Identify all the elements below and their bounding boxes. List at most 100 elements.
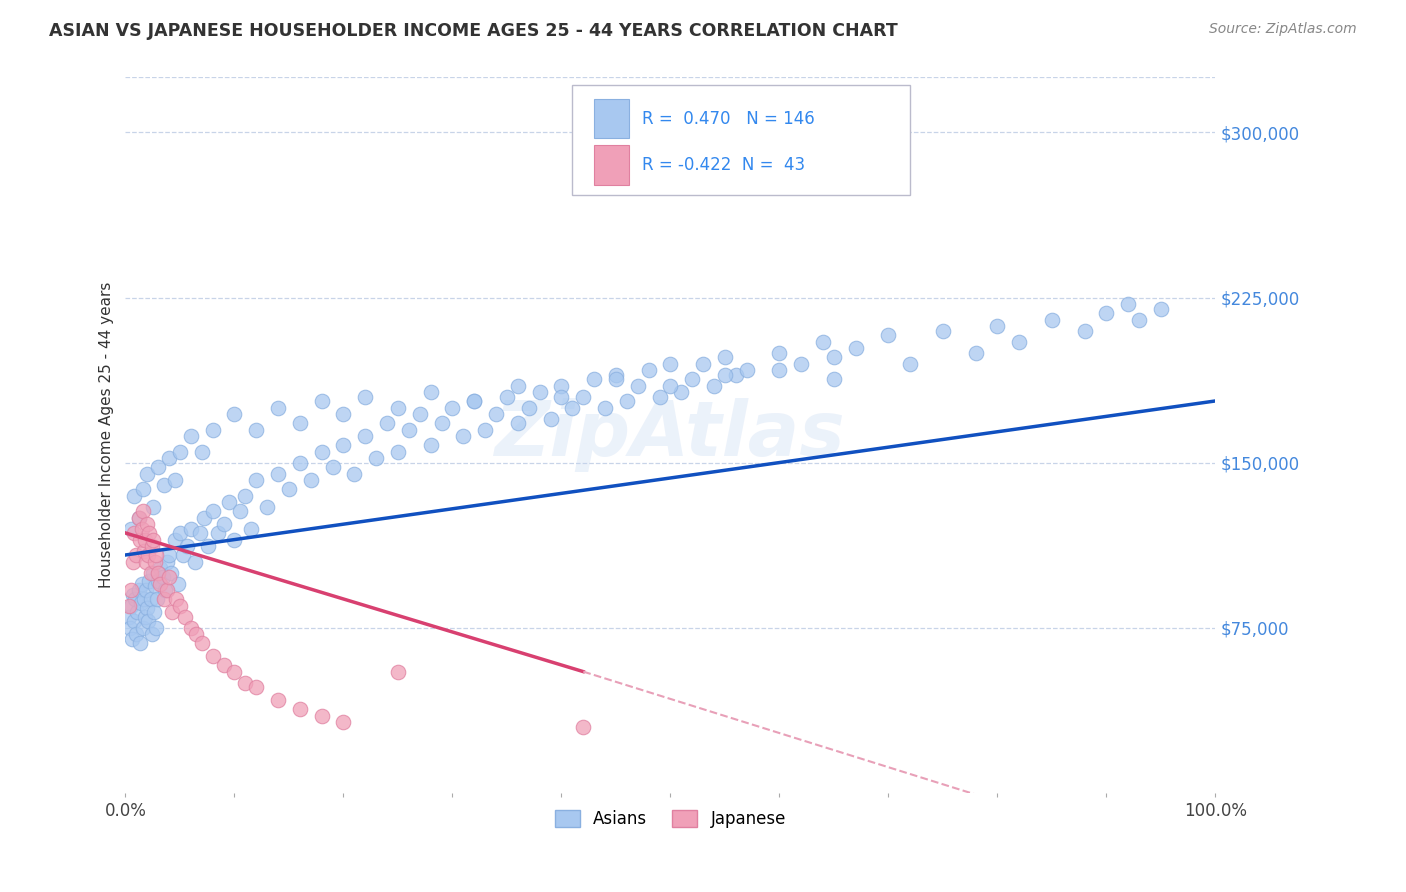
Point	[139, 592, 162, 607]
Point	[267, 401, 290, 415]
Point	[267, 467, 290, 481]
Point	[877, 327, 900, 342]
Text: R =  0.470   N = 146: R = 0.470 N = 146	[643, 110, 815, 128]
Point	[197, 539, 219, 553]
Point	[143, 579, 166, 593]
Point	[898, 357, 921, 371]
Point	[201, 649, 224, 664]
Point	[125, 627, 148, 641]
Point	[1008, 334, 1031, 349]
Point	[191, 444, 214, 458]
Point	[1150, 301, 1173, 316]
Point	[125, 548, 148, 562]
Point	[811, 334, 834, 349]
Point	[176, 539, 198, 553]
Point	[118, 599, 141, 613]
Point	[256, 500, 278, 514]
Point	[387, 401, 409, 415]
Point	[311, 708, 333, 723]
Point	[135, 555, 157, 569]
Point	[118, 609, 141, 624]
Point	[121, 632, 143, 646]
Point	[172, 548, 194, 562]
Point	[441, 401, 464, 415]
Point	[156, 583, 179, 598]
Point	[153, 583, 176, 598]
Point	[136, 600, 159, 615]
Point	[120, 583, 142, 598]
Point	[322, 459, 344, 474]
Point	[141, 627, 163, 641]
Text: R = -0.422  N =  43: R = -0.422 N = 43	[643, 156, 806, 174]
Point	[162, 605, 184, 619]
Point	[823, 350, 845, 364]
Point	[965, 345, 987, 359]
Point	[212, 517, 235, 532]
Point	[131, 576, 153, 591]
Point	[845, 341, 868, 355]
Point	[616, 393, 638, 408]
Point	[157, 548, 180, 562]
Point	[517, 401, 540, 415]
Point	[163, 473, 186, 487]
Point	[235, 675, 257, 690]
Point	[540, 411, 562, 425]
Point	[354, 390, 377, 404]
Point	[128, 533, 150, 547]
Point	[149, 561, 172, 575]
Point	[122, 489, 145, 503]
Point	[146, 592, 169, 607]
Point	[188, 526, 211, 541]
Point	[463, 393, 485, 408]
Point	[180, 522, 202, 536]
Point	[267, 693, 290, 707]
Point	[128, 510, 150, 524]
Point	[419, 385, 441, 400]
Point	[224, 665, 246, 679]
Point	[430, 416, 453, 430]
Point	[387, 665, 409, 679]
Point	[132, 592, 155, 607]
Point	[146, 566, 169, 580]
Point	[138, 574, 160, 589]
Text: ASIAN VS JAPANESE HOUSEHOLDER INCOME AGES 25 - 44 YEARS CORRELATION CHART: ASIAN VS JAPANESE HOUSEHOLDER INCOME AGE…	[49, 22, 898, 40]
Point	[724, 368, 747, 382]
Point	[142, 533, 165, 547]
Point	[245, 680, 267, 694]
Point	[122, 588, 145, 602]
Point	[529, 385, 551, 400]
Point	[823, 372, 845, 386]
Point	[131, 522, 153, 536]
Point	[152, 477, 174, 491]
Point	[354, 429, 377, 443]
Point	[142, 500, 165, 514]
Point	[165, 592, 187, 607]
Point	[193, 510, 215, 524]
Point	[134, 533, 156, 547]
Point	[332, 438, 354, 452]
Point	[485, 407, 508, 421]
Point	[186, 627, 208, 641]
Text: Source: ZipAtlas.com: Source: ZipAtlas.com	[1209, 22, 1357, 37]
Text: ZipAtlas: ZipAtlas	[495, 398, 846, 472]
Point	[127, 605, 149, 619]
Point	[735, 363, 758, 377]
Point	[122, 555, 145, 569]
Point	[169, 599, 191, 613]
Point	[160, 566, 183, 580]
Point	[124, 592, 146, 607]
Legend: Asians, Japanese: Asians, Japanese	[548, 803, 793, 834]
Point	[184, 555, 207, 569]
Point	[128, 583, 150, 598]
Point	[474, 423, 496, 437]
Point	[239, 522, 262, 536]
Point	[986, 319, 1008, 334]
Point	[135, 583, 157, 598]
Point	[311, 444, 333, 458]
Point	[1073, 324, 1095, 338]
Point	[156, 555, 179, 569]
Point	[169, 526, 191, 541]
Point	[120, 522, 142, 536]
Point	[143, 555, 166, 569]
Point	[714, 350, 737, 364]
